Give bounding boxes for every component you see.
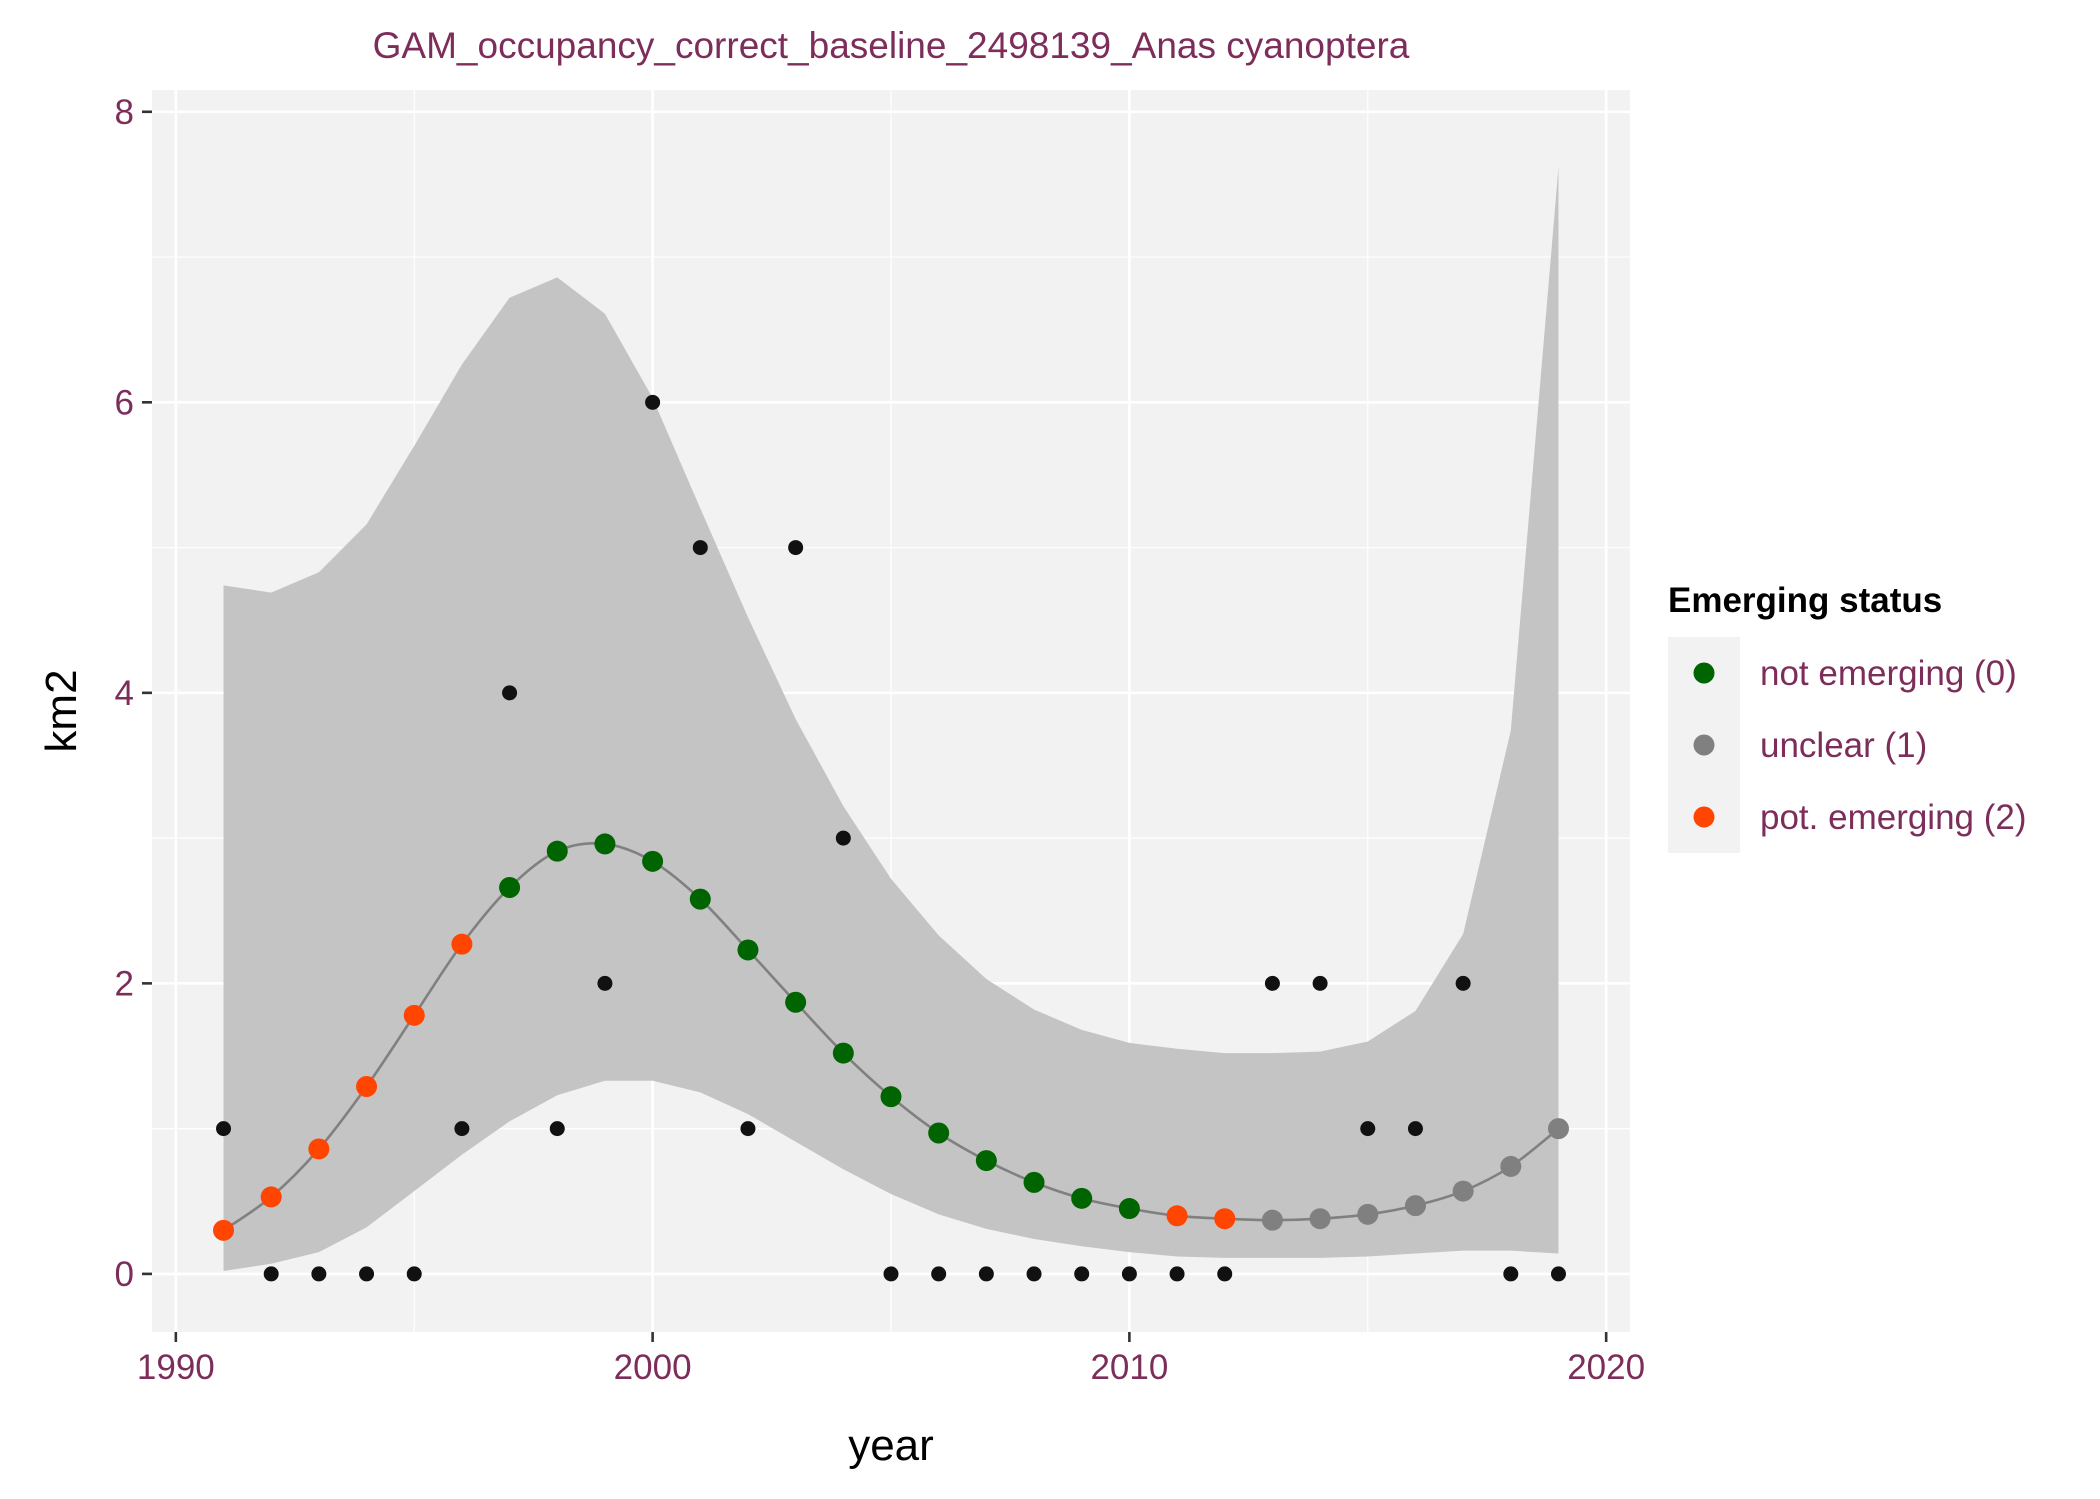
fit-point [451, 933, 473, 955]
fit-point [1309, 1208, 1331, 1230]
axes: 1990 2000 2010 2020 0 2 4 6 8 [115, 93, 1646, 1387]
legend: Emerging status not emerging (0) unclear … [1668, 581, 2027, 853]
fit-point [1261, 1209, 1283, 1231]
observed-point [1407, 1121, 1423, 1137]
fit-point [1357, 1203, 1379, 1225]
fit-point [975, 1150, 997, 1172]
observed-point [978, 1266, 994, 1282]
y-tick-label: 0 [115, 1255, 134, 1294]
fit-point [1118, 1198, 1140, 1220]
fit-point [928, 1122, 950, 1144]
fit-point [260, 1186, 282, 1208]
observed-point [740, 1121, 756, 1137]
y-axis-title: km2 [37, 669, 86, 752]
legend-label: not emerging (0) [1760, 654, 2017, 693]
legend-label: pot. emerging (2) [1760, 798, 2027, 837]
observed-point [263, 1266, 279, 1282]
fit-point [1023, 1171, 1045, 1193]
observed-point [1169, 1266, 1185, 1282]
legend-label: unclear (1) [1760, 726, 1927, 765]
fit-point [832, 1042, 854, 1064]
observed-point [597, 975, 613, 991]
y-tick-label: 2 [115, 964, 134, 1003]
fit-point [880, 1086, 902, 1108]
fit-point [689, 888, 711, 910]
observed-point [931, 1266, 947, 1282]
observed-point [216, 1121, 232, 1137]
y-tick-label: 6 [115, 383, 134, 422]
observed-point [359, 1266, 375, 1282]
fit-point [1452, 1180, 1474, 1202]
fit-point [642, 850, 664, 872]
observed-point [1455, 975, 1471, 991]
chart-title: GAM_occupancy_correct_baseline_2498139_A… [373, 25, 1410, 66]
observed-point [502, 685, 518, 701]
observed-point [1503, 1266, 1519, 1282]
x-tick-label: 2020 [1567, 1348, 1645, 1387]
fit-point [1166, 1205, 1188, 1227]
x-tick-label: 2000 [614, 1348, 692, 1387]
fit-point [1500, 1155, 1522, 1177]
observed-point [645, 394, 661, 410]
fit-point [1404, 1195, 1426, 1217]
observed-point [454, 1121, 470, 1137]
legend-key [1693, 662, 1715, 684]
observed-point [1121, 1266, 1137, 1282]
observed-point [1312, 975, 1328, 991]
fit-point [308, 1138, 330, 1160]
observed-point [835, 830, 851, 846]
x-tick-label: 2010 [1090, 1348, 1168, 1387]
legend-key [1693, 734, 1715, 756]
observed-point [1026, 1266, 1042, 1282]
observed-point [549, 1121, 565, 1137]
fit-point [1214, 1208, 1236, 1230]
fit-point [546, 840, 568, 862]
observed-point [1217, 1266, 1233, 1282]
observed-point [883, 1266, 899, 1282]
fit-points [213, 833, 1569, 1241]
fit-point [356, 1076, 378, 1098]
legend-entries: not emerging (0) unclear (1) pot. emerging… [1693, 654, 2027, 837]
observed-point [311, 1266, 327, 1282]
observed-points [216, 394, 1566, 1282]
fit-point [737, 939, 759, 961]
legend-key [1693, 806, 1715, 828]
observed-point [1264, 975, 1280, 991]
x-tick-label: 1990 [137, 1348, 215, 1387]
observed-point [1074, 1266, 1090, 1282]
observed-point [406, 1266, 422, 1282]
confidence-ribbon [223, 166, 1559, 1271]
y-tick-label: 4 [115, 674, 134, 713]
observed-point [1550, 1266, 1566, 1282]
fit-point [403, 1004, 425, 1026]
observed-point [692, 540, 708, 556]
fit-point [594, 833, 616, 855]
fit-point [1547, 1118, 1569, 1140]
fit-point [785, 991, 807, 1013]
legend-title: Emerging status [1668, 581, 1942, 620]
observed-point [788, 540, 804, 556]
y-tick-label: 8 [115, 93, 134, 132]
observed-point [1360, 1121, 1376, 1137]
fit-point [499, 876, 521, 898]
x-axis-title: year [848, 1421, 934, 1470]
fit-point [1071, 1187, 1093, 1209]
fit-point [213, 1219, 235, 1241]
